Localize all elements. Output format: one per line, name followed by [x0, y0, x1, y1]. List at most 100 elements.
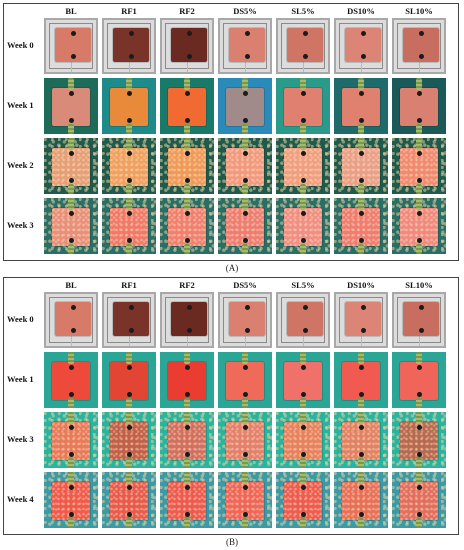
mount-hole: [126, 452, 132, 457]
mount-hole: [68, 485, 74, 490]
sample-photo: [334, 198, 388, 254]
mounting-rope: [68, 198, 74, 210]
sample-photo: [334, 352, 388, 408]
panel-a: BL RF1 RF2 DS5% SL5% DS10% SL10% Week 0 Week 1 We…: [3, 3, 459, 261]
mounting-rope: [184, 78, 190, 90]
row-label-week-3: Week 3: [7, 434, 34, 444]
mount-hole: [416, 425, 422, 430]
sample-photo: [44, 198, 98, 254]
mount-hole: [68, 425, 74, 430]
coating-sample: [345, 28, 381, 62]
wire-hook: [360, 58, 362, 72]
coating-sample: [168, 362, 206, 400]
mount-hole: [128, 31, 134, 36]
sample-photo: [160, 18, 214, 74]
mounting-rope: [242, 124, 248, 134]
sample-photo: [160, 472, 214, 528]
coating-sample: [168, 422, 206, 460]
sample-photo: [160, 412, 214, 468]
sample-photo: [44, 78, 98, 134]
coating-sample: [287, 302, 323, 336]
mount-hole: [244, 305, 250, 310]
sample-photo: [218, 472, 272, 528]
row-label-week-4: Week 4: [7, 494, 34, 504]
mount-hole: [358, 211, 364, 216]
sample-photo: [102, 292, 156, 348]
mount-hole: [70, 305, 76, 310]
coating-sample: [400, 422, 438, 460]
coating-sample: [110, 148, 148, 186]
coating-sample: [226, 482, 264, 520]
mount-hole: [418, 31, 424, 36]
coating-sample: [400, 362, 438, 400]
mounting-rope: [300, 184, 306, 194]
mount-hole: [300, 425, 306, 430]
mounting-rope: [68, 458, 74, 468]
mounting-rope: [300, 518, 306, 528]
mount-hole: [416, 151, 422, 156]
mounting-rope: [358, 398, 364, 408]
coating-sample: [284, 362, 322, 400]
mounting-rope: [242, 352, 248, 364]
coating-sample: [403, 28, 439, 62]
mount-hole: [416, 392, 422, 397]
mount-hole: [360, 328, 366, 333]
mount-hole: [68, 238, 74, 243]
row-label-week-3: Week 3: [7, 220, 34, 230]
mount-hole: [300, 512, 306, 517]
mount-hole: [126, 151, 132, 156]
panel-b: BL RF1 RF2 DS5% SL5% DS10% SL10% Week 0 Week 1 We…: [3, 277, 459, 535]
mounting-rope: [184, 398, 190, 408]
coating-sample: [226, 148, 264, 186]
mount-hole: [360, 31, 366, 36]
mount-hole: [70, 328, 76, 333]
row-label-week-0: Week 0: [7, 314, 34, 324]
mounting-rope: [242, 184, 248, 194]
wire-hook: [70, 332, 72, 346]
coating-sample: [55, 302, 91, 336]
mount-hole: [68, 512, 74, 517]
mount-hole: [184, 452, 190, 457]
mount-hole: [126, 365, 132, 370]
mount-hole: [244, 328, 250, 333]
mounting-rope: [242, 138, 248, 150]
sample-photo: [44, 352, 98, 408]
coating-sample: [284, 208, 322, 246]
mount-hole: [416, 452, 422, 457]
wire-hook: [244, 332, 246, 346]
mounting-rope: [242, 78, 248, 90]
coating-sample: [284, 482, 322, 520]
mounting-rope: [358, 124, 364, 134]
coating-sample: [168, 482, 206, 520]
coating-sample: [342, 362, 380, 400]
wire-hook: [418, 332, 420, 346]
coating-sample: [110, 208, 148, 246]
mounting-rope: [184, 412, 190, 424]
mounting-rope: [126, 78, 132, 90]
coating-sample: [229, 28, 265, 62]
sample-photo: [392, 412, 446, 468]
coating-sample: [52, 482, 90, 520]
mount-hole: [360, 305, 366, 310]
mount-hole: [302, 305, 308, 310]
mounting-rope: [300, 138, 306, 150]
column-header-rf1: RF1: [121, 6, 137, 16]
mounting-rope: [300, 472, 306, 484]
mounting-rope: [300, 398, 306, 408]
mount-hole: [126, 91, 132, 96]
coating-sample: [171, 28, 207, 62]
mount-hole: [70, 31, 76, 36]
mounting-rope: [184, 458, 190, 468]
mounting-rope: [242, 412, 248, 424]
mount-hole: [300, 365, 306, 370]
row-label-week-2: Week 2: [7, 160, 34, 170]
coating-sample: [110, 362, 148, 400]
sample-photo: [44, 412, 98, 468]
mounting-rope: [416, 78, 422, 90]
mount-hole: [302, 328, 308, 333]
coating-sample: [226, 362, 264, 400]
coating-sample: [110, 88, 148, 126]
mounting-rope: [416, 352, 422, 364]
mounting-rope: [358, 78, 364, 90]
mount-hole: [300, 118, 306, 123]
